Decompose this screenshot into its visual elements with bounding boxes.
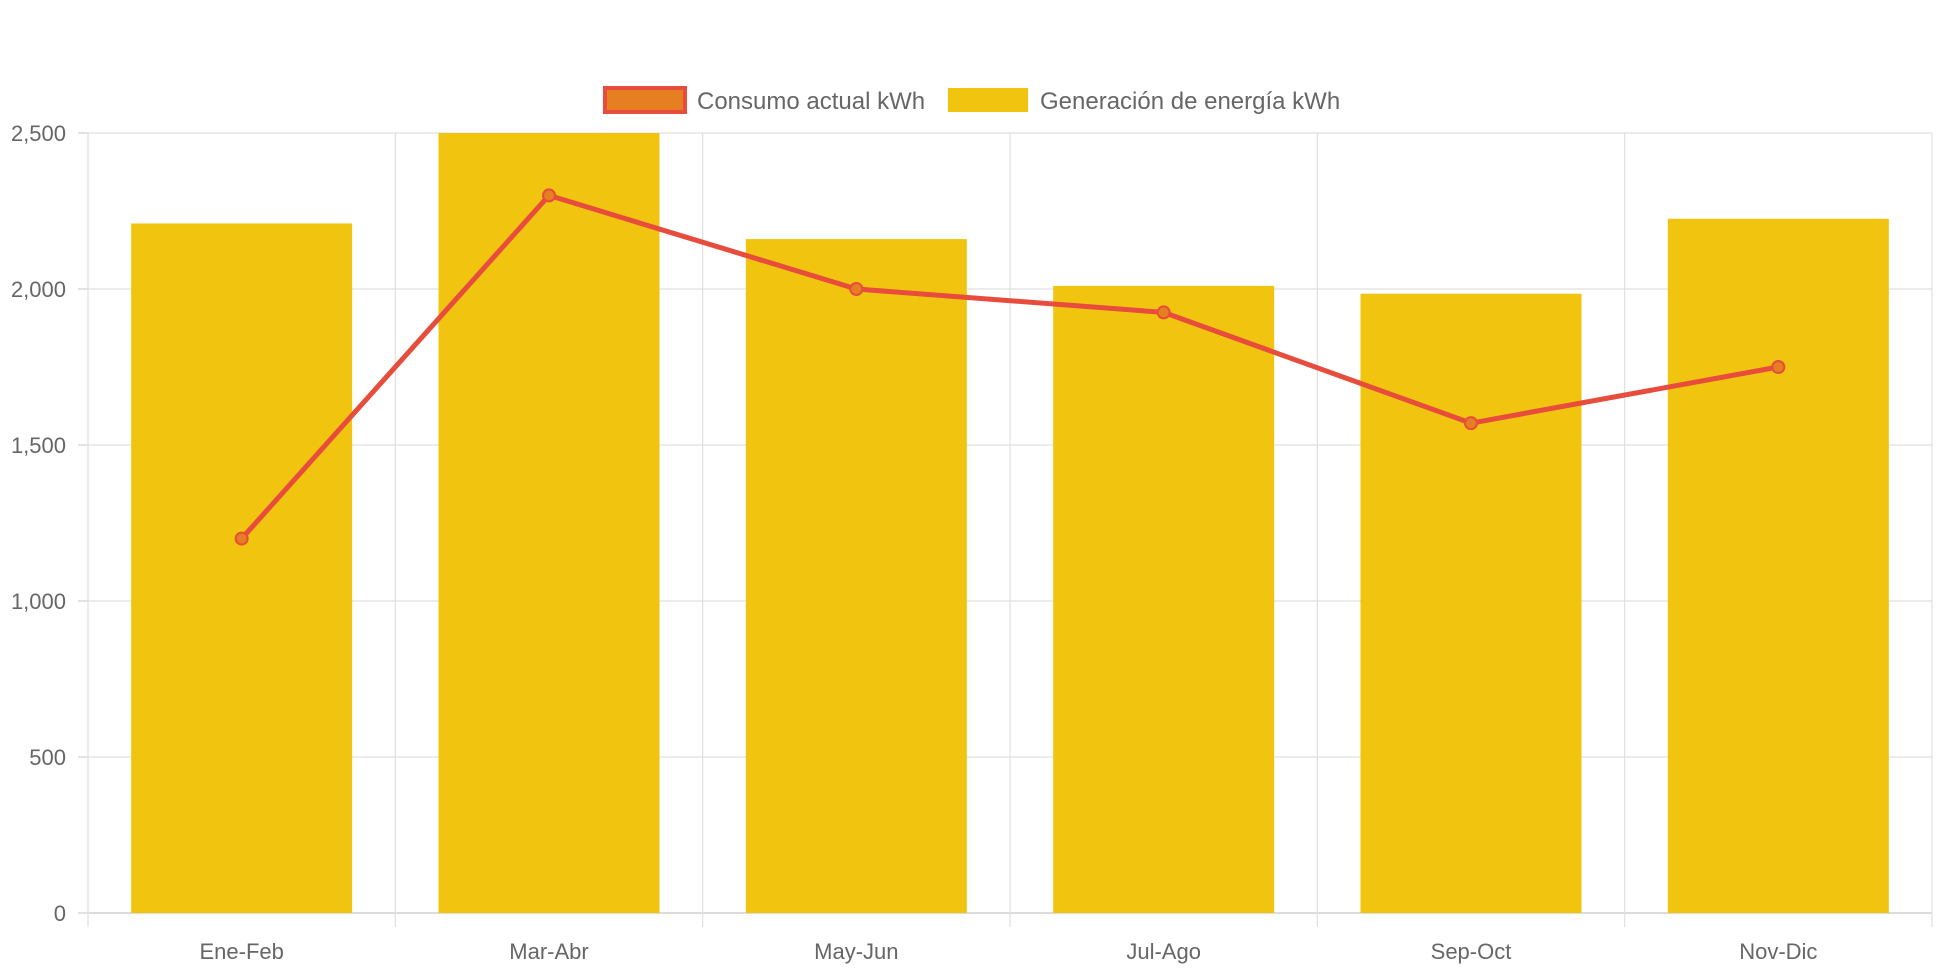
x-tick-label: May-Jun: [814, 939, 898, 964]
point-consumo-nov-dic[interactable]: [1771, 360, 1786, 374]
y-tick-label: 2,500: [11, 121, 66, 146]
legend-item-generacion[interactable]: Generación de energía kWh: [948, 88, 1340, 115]
legend-label-consumo: Consumo actual kWh: [697, 88, 925, 115]
y-tick-label: 2,000: [11, 277, 66, 302]
point-consumo-mar-abr[interactable]: [542, 188, 556, 203]
x-tick-label: Jul-Ago: [1126, 939, 1201, 964]
legend-item-consumo[interactable]: Consumo actual kWh: [603, 86, 925, 115]
line-consumo: [239, 192, 1781, 542]
x-tick-label: Nov-Dic: [1739, 939, 1817, 964]
y-tick-label: 0: [54, 901, 66, 926]
x-tick-label: Mar-Abr: [509, 939, 588, 964]
bar-generacion-nov-dic[interactable]: [1667, 218, 1889, 914]
x-tick-label: Ene-Feb: [199, 939, 283, 964]
y-tick-label: 1,500: [11, 433, 66, 458]
legend-swatch-consumo: [603, 86, 687, 114]
bar-series-layer: [131, 133, 1889, 914]
axis-layer: 0 500 1,000 1,500 2,000 2,500 Ene-Feb Mar-Abr Ma…: [11, 121, 1818, 964]
bar-generacion-may-jun[interactable]: [745, 239, 967, 913]
line-series-layer: [234, 188, 1786, 546]
point-consumo-ene-feb[interactable]: [234, 531, 249, 546]
x-tick-label: Sep-Oct: [1431, 939, 1512, 964]
y-tick-label: 1,000: [11, 589, 66, 614]
grid-layer: [78, 132, 1933, 927]
legend[interactable]: Consumo actual kWh Generación de energía …: [603, 86, 1340, 115]
legend-label-generacion: Generación de energía kWh: [1040, 88, 1340, 115]
legend-swatch-generacion: [948, 88, 1028, 112]
point-consumo-sep-oct[interactable]: [1464, 416, 1478, 431]
point-consumo-jul-ago[interactable]: [1156, 305, 1171, 320]
bar-generacion-mar-abr[interactable]: [438, 133, 660, 913]
y-tick-label: 500: [29, 745, 66, 770]
point-consumo-may-jun[interactable]: [849, 282, 864, 296]
bar-generacion-sep-oct[interactable]: [1360, 293, 1582, 913]
bar-generacion-jul-ago[interactable]: [1053, 285, 1275, 913]
bar-generacion-ene-feb[interactable]: [131, 223, 353, 914]
